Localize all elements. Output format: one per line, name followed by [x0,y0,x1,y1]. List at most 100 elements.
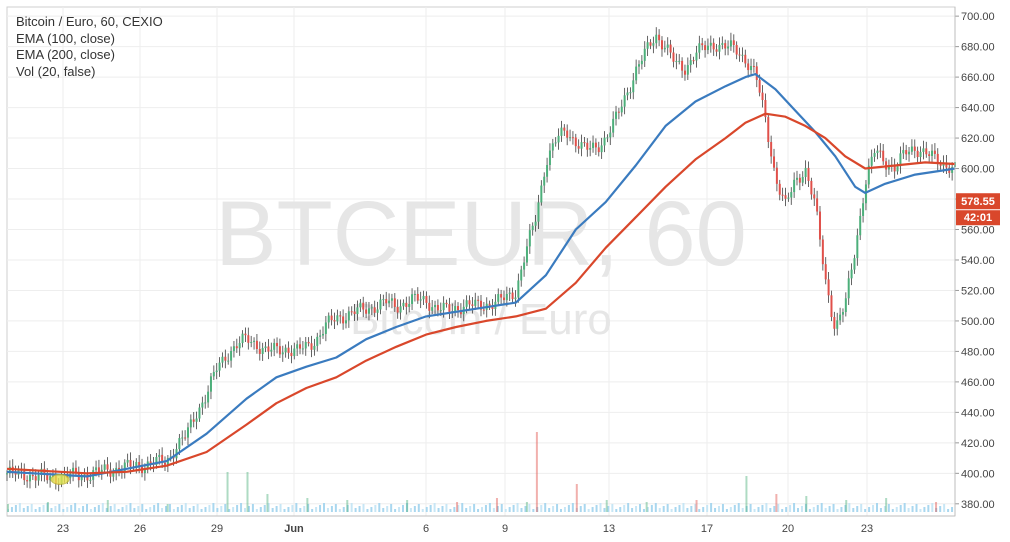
plot-area [6,6,956,517]
volume-bar [856,506,859,512]
volume-bar [710,503,713,512]
candle-body [554,142,557,144]
volume-bar [919,509,922,512]
candle-body [824,264,827,280]
candle-body [793,179,796,193]
chart-title: Bitcoin / Euro, 60, CEXIO [16,14,163,29]
volume-bar [208,505,211,512]
volume-bar [240,503,243,512]
volume-bar [62,509,65,512]
candle-body [548,150,551,166]
candle-body [796,177,798,180]
candle-body [49,476,52,481]
x-tick-label: 17 [701,523,713,535]
candle-body [899,153,902,167]
volume-bar [895,507,898,512]
volume-bar [386,506,389,512]
volume-bar [192,506,195,512]
volume-bar [38,507,41,512]
candle-body [735,45,738,55]
candle-body [689,60,692,66]
volume-bar [662,506,665,512]
volume-bar [402,505,404,512]
candle-body [135,461,138,467]
candle-body [738,54,741,56]
candle-body [399,306,402,313]
volume-bar [560,509,562,512]
candle-body [301,348,304,350]
volume-bar [654,503,657,512]
volume-bar [812,507,815,512]
volume-bar [307,504,310,512]
candle-body [327,315,330,323]
candle-body [839,314,842,321]
candle-body [744,54,747,64]
volume-bar [891,509,894,512]
volume-bar [484,505,487,512]
candle-body [523,262,526,270]
volume-bar [733,505,736,512]
candle-body [367,308,370,314]
volume-bar [176,507,179,512]
candle-body [439,310,442,312]
volume-bar [951,507,954,512]
volume-bar [406,500,409,512]
candle-body [347,311,350,321]
volume-bar [769,508,772,512]
candle-body [106,464,109,470]
volume-bar [232,507,235,512]
candle-body [370,307,373,309]
candle-body [563,127,566,131]
volume-bar [552,506,555,512]
candle-body [155,457,158,466]
candle-body [850,269,853,279]
highlight-marker [50,473,70,485]
volume-bar [698,509,701,512]
y-tick-label: 480.00 [961,346,995,358]
volume-bar [306,498,309,512]
volume-bar [808,509,811,512]
candle-body [859,215,862,236]
candle-body [72,467,75,474]
candle-body [856,235,859,259]
volume-bar [642,509,645,512]
volume-bar [883,506,886,512]
candle-body [390,298,393,301]
volume-bar [473,504,476,512]
candle-body [330,315,333,321]
candle-body [255,340,258,350]
volume-bar [525,502,528,512]
candle-body [551,143,554,151]
volume-bar [184,503,187,512]
candle-body [221,356,224,363]
volume-bar [172,509,175,512]
candle-body [362,302,365,310]
candle-body [879,150,882,152]
candle-body [540,185,543,203]
candle-body [359,302,362,308]
volume-bar [394,509,397,512]
candle-body [609,132,612,138]
volume-bar [931,503,934,512]
volume-bar [409,508,412,512]
volume-bar [165,506,167,512]
candle-body [319,335,322,337]
candle-body [158,454,161,458]
volume-bar [781,509,784,512]
volume-bar [315,507,318,512]
volume-bar [623,505,626,512]
volume-bar [10,507,13,512]
candle-body [422,295,425,300]
volume-bar [658,508,661,512]
candle-body [123,462,126,472]
candle-body [186,427,189,438]
volume-bar [887,504,890,512]
volume-bar [575,484,578,512]
candle-body [764,100,767,118]
candle-body [531,225,534,231]
candle-body [704,45,707,51]
volume-bar [362,504,365,512]
volume-bar [579,506,582,512]
